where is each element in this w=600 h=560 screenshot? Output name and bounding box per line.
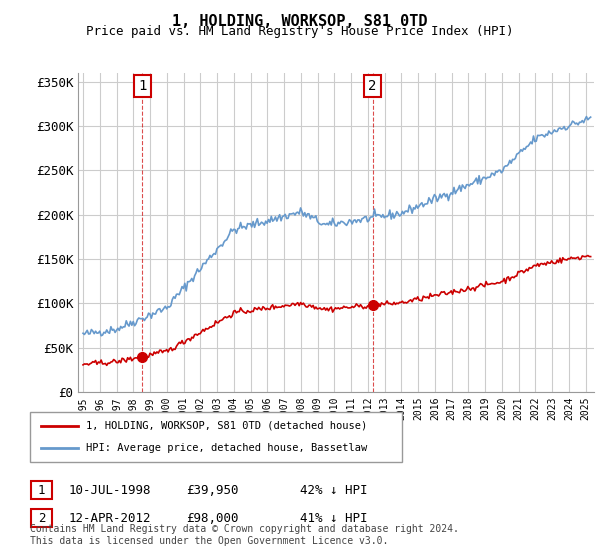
Text: 1: 1: [38, 483, 45, 497]
Text: 41% ↓ HPI: 41% ↓ HPI: [300, 511, 367, 525]
Text: 42% ↓ HPI: 42% ↓ HPI: [300, 483, 367, 497]
FancyBboxPatch shape: [31, 481, 52, 499]
Text: Price paid vs. HM Land Registry's House Price Index (HPI): Price paid vs. HM Land Registry's House …: [86, 25, 514, 38]
Text: 1, HOLDING, WORKSOP, S81 0TD (detached house): 1, HOLDING, WORKSOP, S81 0TD (detached h…: [86, 421, 367, 431]
Text: 2: 2: [368, 79, 377, 93]
Text: £98,000: £98,000: [186, 511, 239, 525]
Text: 1: 1: [138, 79, 146, 93]
FancyBboxPatch shape: [31, 509, 52, 527]
Text: £39,950: £39,950: [186, 483, 239, 497]
Text: Contains HM Land Registry data © Crown copyright and database right 2024.
This d: Contains HM Land Registry data © Crown c…: [30, 524, 459, 546]
FancyBboxPatch shape: [30, 412, 402, 462]
Text: 1, HOLDING, WORKSOP, S81 0TD: 1, HOLDING, WORKSOP, S81 0TD: [172, 14, 428, 29]
Text: HPI: Average price, detached house, Bassetlaw: HPI: Average price, detached house, Bass…: [86, 443, 367, 453]
Text: 2: 2: [38, 511, 45, 525]
Text: 12-APR-2012: 12-APR-2012: [69, 511, 151, 525]
Text: 10-JUL-1998: 10-JUL-1998: [69, 483, 151, 497]
